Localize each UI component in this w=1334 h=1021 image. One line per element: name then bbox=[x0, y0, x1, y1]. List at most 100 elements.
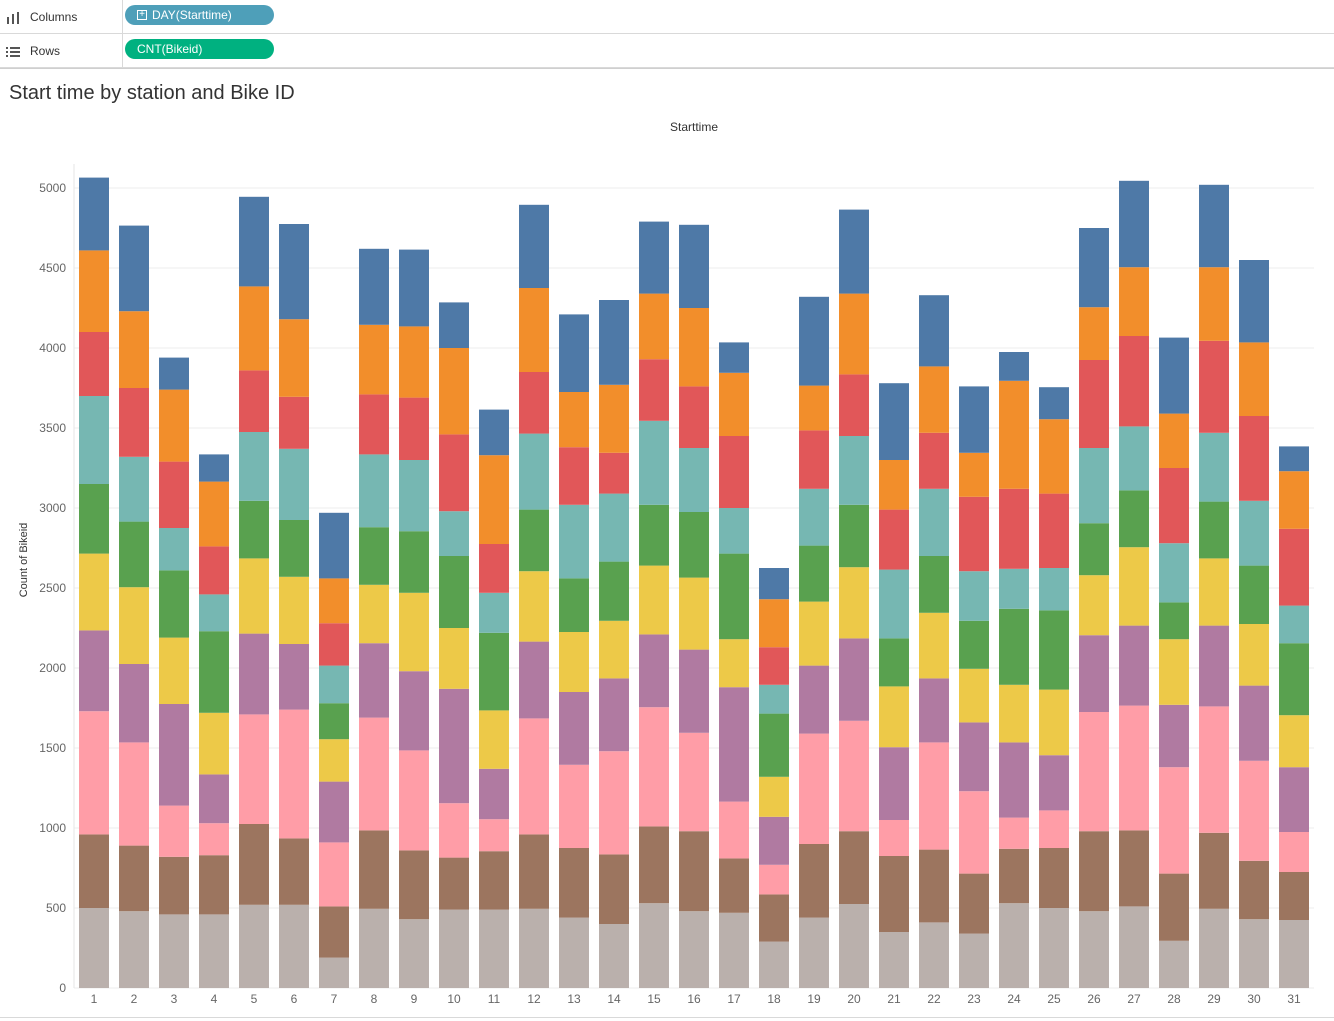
bar-segment-day-24-series-8 bbox=[999, 488, 1029, 569]
bar-segment-day-22-series-9 bbox=[919, 366, 949, 433]
bar-segment-day-7-series-6 bbox=[319, 703, 349, 740]
bar-segment-day-18-series-2 bbox=[759, 894, 789, 942]
bar-segment-day-10-series-5 bbox=[439, 628, 469, 689]
bar-segment-day-24-series-6 bbox=[999, 608, 1029, 685]
rows-pill-text: CNT(Bikeid) bbox=[137, 42, 203, 56]
bar-segment-day-16-series-1 bbox=[679, 911, 709, 988]
bar-segment-day-20-series-9 bbox=[839, 293, 869, 375]
x-tick-label: 27 bbox=[1127, 992, 1141, 1006]
bar-segment-day-12-series-9 bbox=[519, 288, 549, 372]
bar-segment-day-19-series-7 bbox=[799, 488, 829, 546]
bar-segment-day-19-series-3 bbox=[799, 733, 829, 844]
x-tick-label: 31 bbox=[1287, 992, 1301, 1006]
bar-segment-day-6-series-7 bbox=[279, 448, 309, 520]
columns-shelf-label: Columns bbox=[0, 0, 123, 33]
bar-segment-day-23-series-3 bbox=[959, 791, 989, 874]
bar-segment-day-7-series-10 bbox=[319, 512, 349, 579]
bar-segment-day-31-series-1 bbox=[1279, 920, 1309, 988]
bar-segment-day-26-series-2 bbox=[1079, 831, 1109, 912]
bar-segment-day-30-series-7 bbox=[1239, 500, 1269, 566]
bar-segment-day-28-series-3 bbox=[1159, 767, 1189, 874]
bar-segment-day-29-series-3 bbox=[1199, 706, 1229, 833]
bar-segment-day-22-series-5 bbox=[919, 612, 949, 679]
y-tick-label: 1500 bbox=[39, 741, 66, 755]
rows-icon bbox=[6, 45, 20, 57]
bar-segment-day-28-series-7 bbox=[1159, 543, 1189, 603]
x-tick-label: 22 bbox=[927, 992, 941, 1006]
bar-segment-day-20-series-6 bbox=[839, 504, 869, 568]
bar-segment-day-24-series-2 bbox=[999, 848, 1029, 904]
columns-label-text: Columns bbox=[30, 9, 78, 24]
bar-segment-day-1-series-7 bbox=[79, 396, 109, 484]
bar-segment-day-2-series-10 bbox=[119, 225, 149, 312]
x-tick-label: 3 bbox=[171, 992, 178, 1006]
bar-segment-day-21-series-6 bbox=[879, 638, 909, 687]
y-tick-label: 2000 bbox=[39, 661, 66, 675]
bar-segment-day-5-series-8 bbox=[239, 370, 269, 432]
bar-segment-day-14-series-10 bbox=[599, 300, 629, 385]
bar-segment-day-9-series-9 bbox=[399, 326, 429, 398]
y-tick-label: 2500 bbox=[39, 581, 66, 595]
bar-segment-day-5-series-9 bbox=[239, 286, 269, 371]
bar-segment-day-22-series-10 bbox=[919, 295, 949, 367]
bar-segment-day-21-series-2 bbox=[879, 856, 909, 932]
bar-segment-day-2-series-2 bbox=[119, 845, 149, 912]
rows-pill-cnt-bikeid[interactable]: CNT(Bikeid) bbox=[125, 39, 274, 59]
bar-segment-day-29-series-8 bbox=[1199, 340, 1229, 433]
bar-segment-day-27-series-1 bbox=[1119, 906, 1149, 988]
bar-segment-day-11-series-5 bbox=[479, 710, 509, 769]
bar-segment-day-1-series-8 bbox=[79, 332, 109, 396]
x-tick-label: 17 bbox=[727, 992, 741, 1006]
bar-segment-day-20-series-10 bbox=[839, 209, 869, 294]
bar-segment-day-30-series-5 bbox=[1239, 624, 1269, 686]
bar-segment-day-4-series-10 bbox=[199, 454, 229, 482]
bar-segment-day-1-series-6 bbox=[79, 484, 109, 554]
bar-segment-day-5-series-5 bbox=[239, 558, 269, 634]
bar-segment-day-30-series-10 bbox=[1239, 260, 1269, 343]
x-axis-title: Starttime bbox=[670, 120, 718, 134]
rows-shelf: Rows CNT(Bikeid) bbox=[0, 34, 1334, 68]
columns-pill-day-starttime[interactable]: + DAY(Starttime) bbox=[125, 5, 274, 25]
bar-segment-day-18-series-1 bbox=[759, 941, 789, 988]
y-tick-label: 500 bbox=[46, 901, 66, 915]
y-tick-label: 1000 bbox=[39, 821, 66, 835]
bar-segment-day-24-series-10 bbox=[999, 352, 1029, 381]
bar-segment-day-10-series-10 bbox=[439, 302, 469, 348]
bar-segment-day-18-series-7 bbox=[759, 684, 789, 714]
bar-segment-day-21-series-5 bbox=[879, 686, 909, 748]
bar-segment-day-20-series-1 bbox=[839, 904, 869, 988]
bar-segment-day-19-series-5 bbox=[799, 601, 829, 666]
bar-segment-day-27-series-3 bbox=[1119, 705, 1149, 831]
x-tick-label: 29 bbox=[1207, 992, 1221, 1006]
bar-segment-day-18-series-10 bbox=[759, 568, 789, 600]
bar-segment-day-5-series-3 bbox=[239, 714, 269, 824]
bar-segment-day-3-series-7 bbox=[159, 528, 189, 571]
bar-segment-day-19-series-2 bbox=[799, 844, 829, 918]
bar-segment-day-7-series-7 bbox=[319, 665, 349, 704]
bar-segment-day-6-series-6 bbox=[279, 520, 309, 577]
bar-segment-day-11-series-2 bbox=[479, 851, 509, 910]
x-tick-label: 16 bbox=[687, 992, 701, 1006]
bar-segment-day-4-series-3 bbox=[199, 823, 229, 856]
bar-segment-day-20-series-5 bbox=[839, 567, 869, 639]
bar-segment-day-22-series-8 bbox=[919, 432, 949, 489]
rows-shelf-label: Rows bbox=[0, 34, 123, 67]
bar-segment-day-23-series-1 bbox=[959, 933, 989, 988]
bar-segment-day-26-series-9 bbox=[1079, 307, 1109, 360]
bar-segment-day-4-series-8 bbox=[199, 546, 229, 595]
bar-segment-day-29-series-4 bbox=[1199, 625, 1229, 707]
bar-segment-day-27-series-6 bbox=[1119, 490, 1149, 548]
bar-segment-day-20-series-8 bbox=[839, 374, 869, 436]
bar-segment-day-7-series-3 bbox=[319, 842, 349, 907]
x-tick-label: 24 bbox=[1007, 992, 1021, 1006]
bar-segment-day-9-series-7 bbox=[399, 460, 429, 532]
bar-segment-day-28-series-1 bbox=[1159, 940, 1189, 988]
bar-segment-day-11-series-8 bbox=[479, 544, 509, 593]
bar-segment-day-6-series-5 bbox=[279, 576, 309, 644]
bar-segment-day-9-series-1 bbox=[399, 919, 429, 988]
bar-segment-day-9-series-6 bbox=[399, 531, 429, 593]
bar-segment-day-11-series-10 bbox=[479, 409, 509, 456]
bar-segment-day-2-series-3 bbox=[119, 742, 149, 846]
expand-plus-icon[interactable]: + bbox=[137, 10, 147, 20]
shelf-separator bbox=[0, 68, 1334, 69]
